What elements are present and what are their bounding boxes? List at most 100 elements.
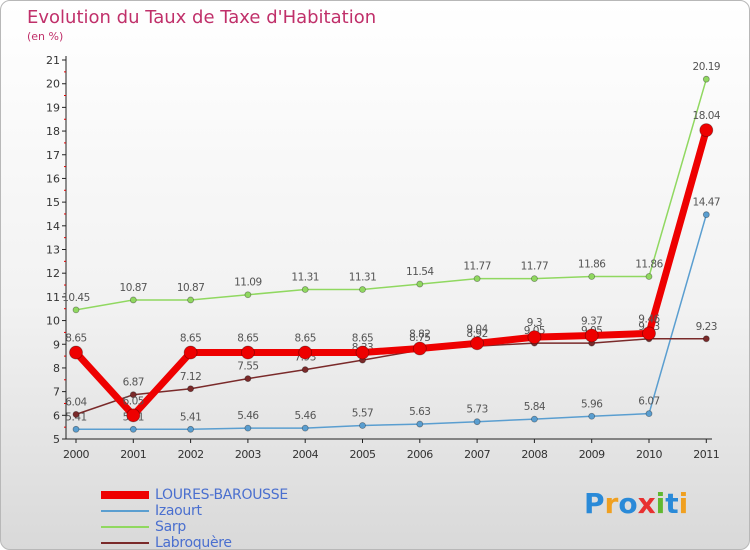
data-point-loures-barousse (183, 345, 198, 360)
data-point-loures-barousse (584, 328, 599, 343)
data-label-loures-barousse: 8.65 (295, 333, 316, 345)
legend-swatch (101, 542, 149, 544)
data-label-izaourt: 5.57 (352, 407, 373, 419)
x-tick-label: 2009 (579, 448, 605, 461)
data-point-loures-barousse (298, 345, 313, 360)
data-point-loures-barousse (240, 345, 255, 360)
data-point-izaourt (588, 412, 596, 420)
data-point-sarp (645, 273, 653, 280)
data-label-sarp: 10.87 (177, 282, 205, 294)
data-label-izaourt: 6.07 (638, 396, 659, 408)
data-label-labroqu-re: 6.04 (65, 396, 87, 408)
data-point-sarp (129, 296, 137, 304)
data-point-sarp (473, 275, 481, 283)
y-tick-label: 8 (53, 362, 60, 375)
data-point-izaourt (244, 424, 252, 432)
data-label-sarp: 11.86 (578, 259, 606, 271)
data-label-izaourt: 5.73 (466, 404, 487, 416)
data-label-loures-barousse: 9.46 (638, 313, 660, 325)
data-point-izaourt (702, 211, 710, 219)
data-label-izaourt: 5.41 (180, 411, 201, 423)
data-label-labroqu-re: 7.12 (180, 371, 201, 383)
logo-letter: i (678, 487, 689, 520)
data-point-sarp (72, 306, 80, 314)
data-label-loures-barousse: 9.04 (466, 323, 488, 335)
data-point-loures-barousse (126, 408, 141, 423)
y-tick-label: 10 (46, 315, 60, 328)
y-tick-label: 16 (46, 172, 60, 185)
data-point-loures-barousse (412, 341, 427, 356)
data-point-izaourt (645, 410, 653, 418)
data-point-sarp (187, 296, 195, 304)
data-label-sarp: 11.86 (635, 259, 663, 271)
data-point-labroqu-re (702, 335, 710, 343)
data-label-loures-barousse: 9.3 (527, 317, 542, 329)
x-tick-label: 2007 (464, 448, 490, 461)
x-tick-label: 2004 (292, 448, 318, 461)
legend-item: LOURES-BAROUSSE (101, 487, 288, 503)
x-tick-label: 2010 (636, 448, 662, 461)
y-tick-label: 13 (46, 244, 60, 257)
y-tick-label: 19 (46, 101, 60, 114)
series-line-sarp (75, 78, 708, 311)
legend-label: Labroquère (155, 535, 232, 550)
data-label-loures-barousse: 8.65 (180, 333, 201, 345)
data-point-labroqu-re (187, 385, 195, 393)
data-point-sarp (416, 280, 424, 288)
x-tick-label: 2002 (178, 448, 204, 461)
data-point-izaourt (416, 420, 424, 428)
data-label-sarp: 11.77 (463, 261, 491, 273)
x-tick-label: 2006 (407, 448, 433, 461)
series-line-izaourt (75, 213, 708, 431)
data-point-labroqu-re (129, 391, 137, 399)
legend-item: Labroquère (101, 535, 288, 550)
data-point-loures-barousse (470, 336, 485, 351)
data-point-sarp (531, 275, 538, 283)
data-label-loures-barousse: 18.04 (693, 110, 721, 122)
legend-item: Sarp (101, 519, 288, 535)
logo-letter: x (637, 487, 656, 520)
data-point-izaourt (129, 425, 137, 433)
data-label-sarp: 11.77 (521, 261, 549, 273)
data-point-sarp (702, 75, 710, 83)
y-tick-label: 21 (46, 54, 60, 67)
x-tick-label: 2003 (235, 448, 261, 461)
x-tick-label: 2008 (521, 448, 547, 461)
data-label-labroqu-re: 8.75 (409, 332, 430, 344)
chart-legend: LOURES-BAROUSSE Izaourt Sarp Labroquère (101, 487, 288, 550)
data-point-labroqu-re (72, 410, 80, 418)
logo-letter: i (655, 487, 666, 520)
data-label-sarp: 11.09 (234, 277, 262, 289)
data-point-izaourt (531, 415, 538, 423)
data-point-izaourt (359, 422, 366, 429)
data-label-izaourt: 5.46 (237, 410, 259, 422)
data-point-izaourt (473, 418, 481, 426)
data-label-izaourt: 5.63 (409, 406, 430, 418)
y-tick-label: 15 (46, 196, 60, 209)
data-point-sarp (244, 291, 252, 299)
legend-label: LOURES-BAROUSSE (155, 487, 288, 503)
data-label-loures-barousse: 8.65 (237, 333, 258, 345)
data-label-loures-barousse: 6.05 (123, 395, 144, 407)
chart-subtitle: (en %) (27, 30, 64, 43)
y-tick-label: 18 (46, 125, 60, 138)
proxiti-logo: Proxiti (584, 487, 688, 520)
data-point-loures-barousse (699, 123, 714, 138)
y-tick-label: 17 (46, 149, 60, 162)
data-label-sarp: 11.54 (406, 266, 434, 278)
x-tick-label: 2005 (350, 448, 376, 461)
data-label-sarp: 10.45 (62, 292, 90, 304)
legend-swatch (101, 526, 149, 528)
x-tick-label: 2000 (63, 448, 89, 461)
data-point-sarp (359, 286, 366, 293)
y-tick-label: 6 (53, 409, 60, 422)
data-label-izaourt: 5.46 (295, 410, 317, 422)
data-point-loures-barousse (527, 330, 542, 345)
data-label-izaourt: 14.47 (693, 197, 721, 209)
data-point-sarp (301, 286, 309, 293)
y-tick-label: 12 (46, 267, 60, 280)
logo-letter: o (618, 487, 638, 520)
data-label-labroqu-re: 6.87 (123, 377, 144, 389)
logo-letter: P (584, 487, 605, 520)
